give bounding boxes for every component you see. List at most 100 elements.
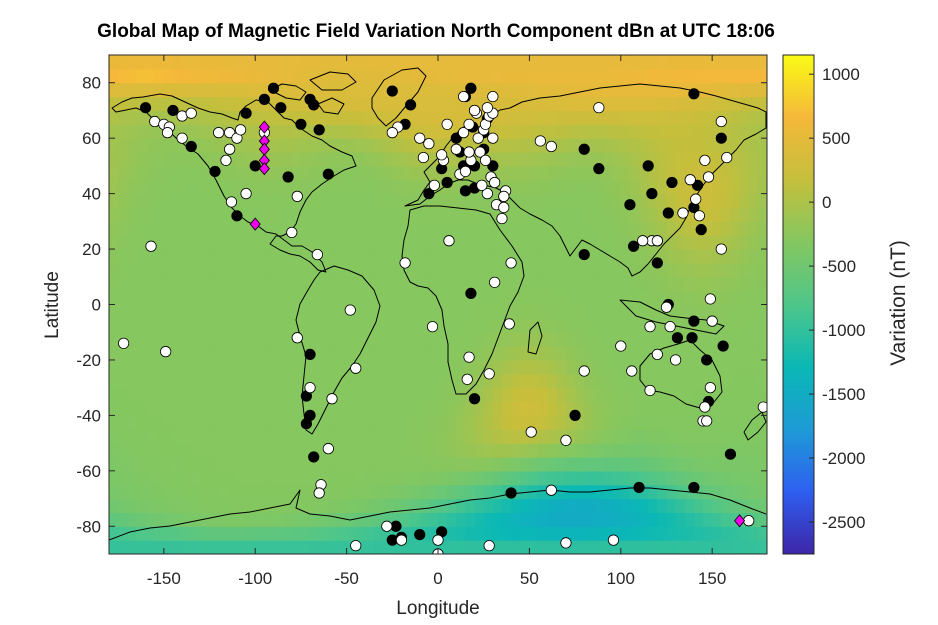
heatmap-cell xyxy=(501,429,512,444)
heatmap-cell xyxy=(675,304,686,319)
heatmap-cell xyxy=(136,179,147,195)
heatmap-cell xyxy=(154,138,165,153)
heatmap-cell xyxy=(703,443,713,458)
heatmap-cell xyxy=(602,332,613,347)
heatmap-cell xyxy=(684,55,695,70)
heatmap-cell xyxy=(639,526,649,541)
heatmap-cell xyxy=(657,484,668,500)
heatmap-cell xyxy=(712,346,722,361)
heatmap-cell xyxy=(337,470,348,486)
heatmap-cell xyxy=(465,456,476,472)
marker-filled-circle xyxy=(139,102,152,114)
heatmap-cell xyxy=(209,276,220,292)
marker-filled-circle xyxy=(651,257,663,269)
heatmap-cell xyxy=(383,179,393,195)
heatmap-cell xyxy=(191,165,201,181)
heatmap-cell xyxy=(703,359,713,375)
heatmap-cell xyxy=(639,332,649,347)
marker-filled-circle xyxy=(717,340,729,352)
heatmap-cell xyxy=(593,456,604,472)
heatmap-cell xyxy=(547,96,558,112)
heatmap-cell xyxy=(730,318,741,333)
heatmap-cell xyxy=(300,82,311,98)
heatmap-cell xyxy=(264,68,275,84)
heatmap-cell xyxy=(328,373,339,389)
heatmap-cell xyxy=(584,443,594,458)
heatmap-cell xyxy=(401,387,412,403)
heatmap-cell xyxy=(273,193,284,209)
marker-open-circle xyxy=(472,132,484,144)
heatmap-cell xyxy=(218,512,229,527)
heatmap-cell xyxy=(666,55,677,70)
heatmap-cell xyxy=(172,55,183,70)
heatmap-cell xyxy=(163,152,174,167)
heatmap-cell xyxy=(456,152,467,167)
marker-open-circle xyxy=(235,124,247,136)
heatmap-cell xyxy=(712,387,722,403)
heatmap-cell xyxy=(346,401,357,416)
heatmap-cell xyxy=(620,318,631,333)
heatmap-cell xyxy=(447,456,457,472)
heatmap-cell xyxy=(200,262,211,278)
heatmap-cell xyxy=(565,55,576,70)
heatmap-cell xyxy=(374,110,384,125)
heatmap-cell xyxy=(218,82,229,98)
heatmap-cell xyxy=(127,512,138,527)
heatmap-cell xyxy=(392,249,403,264)
heatmap-cell xyxy=(355,82,366,98)
heatmap-cell xyxy=(191,290,201,306)
heatmap-cell xyxy=(383,193,393,209)
heatmap-cell xyxy=(392,359,403,375)
heatmap-cell xyxy=(684,124,695,139)
marker-diamond xyxy=(258,162,270,176)
heatmap-cell xyxy=(620,456,631,472)
heatmap-cell xyxy=(328,526,339,541)
heatmap-cell xyxy=(556,221,567,236)
heatmap-cell xyxy=(227,82,238,98)
heatmap-cell xyxy=(291,165,302,181)
heatmap-cell xyxy=(236,110,247,125)
heatmap-cell xyxy=(364,152,375,167)
heatmap-cell xyxy=(474,443,485,458)
heatmap-cell xyxy=(255,415,265,430)
marker-open-circle xyxy=(489,276,501,288)
heatmap-cell xyxy=(200,359,211,375)
heatmap-cell xyxy=(218,55,229,70)
heatmap-cell xyxy=(538,332,549,347)
heatmap-cell xyxy=(520,443,530,458)
heatmap-cell xyxy=(520,429,530,444)
heatmap-cell xyxy=(172,387,183,403)
heatmap-cell xyxy=(712,415,722,430)
heatmap-cell xyxy=(127,152,138,167)
heatmap-cell xyxy=(474,429,485,444)
heatmap-cell xyxy=(547,110,558,125)
heatmap-cell xyxy=(465,138,476,153)
heatmap-cell xyxy=(565,443,576,458)
heatmap-cell xyxy=(629,165,640,181)
heatmap-cell xyxy=(474,152,485,167)
heatmap-cell xyxy=(629,373,640,389)
heatmap-cell xyxy=(556,193,567,209)
heatmap-cell xyxy=(118,304,128,319)
heatmap-cell xyxy=(666,110,677,125)
heatmap-cell xyxy=(264,401,275,416)
heatmap-cell xyxy=(410,429,421,444)
heatmap-cell xyxy=(127,346,138,361)
heatmap-cell xyxy=(447,318,457,333)
heatmap-cell xyxy=(666,304,677,319)
colorbar-tick-label: 500 xyxy=(822,129,850,148)
heatmap-cell xyxy=(593,346,604,361)
heatmap-cell xyxy=(337,68,348,84)
heatmap-cell xyxy=(629,110,640,125)
heatmap-cell xyxy=(419,124,430,139)
heatmap-cell xyxy=(520,346,530,361)
heatmap-cell xyxy=(236,235,247,250)
heatmap-cell xyxy=(319,470,329,486)
heatmap-cell xyxy=(355,276,366,292)
heatmap-cell xyxy=(575,304,585,319)
heatmap-cell xyxy=(565,96,576,112)
heatmap-cell xyxy=(337,165,348,181)
coast-australia xyxy=(639,339,723,409)
marker-filled-circle xyxy=(295,118,307,130)
heatmap-cell xyxy=(657,304,668,319)
